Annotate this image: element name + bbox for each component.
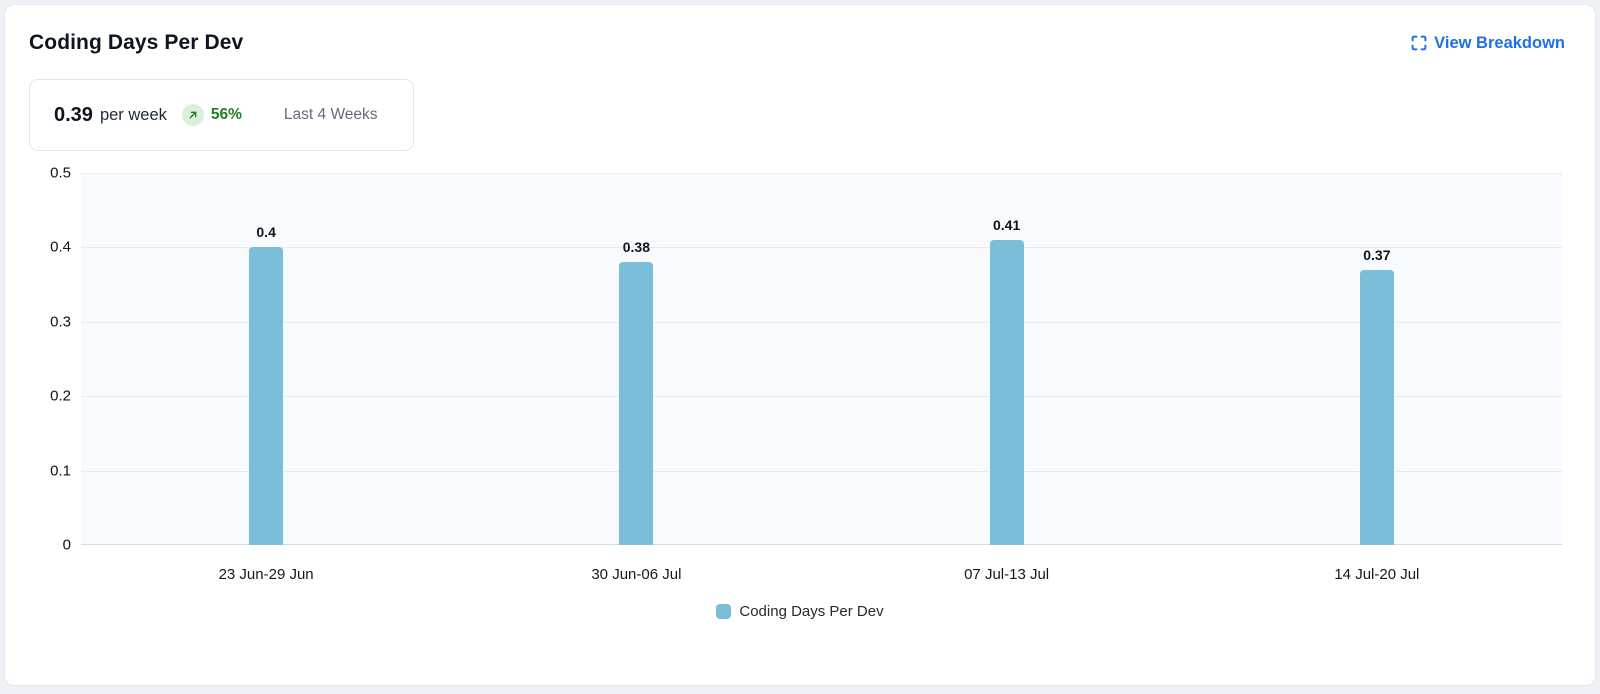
trend-percentage: 56% [210, 106, 242, 123]
legend-marker-icon [716, 604, 732, 619]
view-breakdown-link[interactable]: View Breakdown [1411, 34, 1565, 53]
bar-series: 0.4 0.38 0.41 0.37 [81, 173, 1562, 545]
y-tick-label: 0.4 [50, 238, 71, 256]
x-tick-label: 23 Jun-29 Jun [218, 566, 314, 583]
bar-column: 0.37 [1192, 173, 1562, 545]
plot-area: 0.4 0.38 0.41 0.37 [81, 173, 1562, 545]
expand-icon [1411, 35, 1427, 51]
trend-up-arrow-icon [181, 104, 204, 126]
y-tick-label: 0.1 [50, 462, 71, 480]
bar-chart: 0 0.1 0.2 0.3 0.4 0.5 0.4 0.38 0.41 0.37 23 Jun-… [5, 165, 1595, 620]
bar-value-label: 0.4 [256, 224, 276, 240]
gridline [81, 247, 1562, 249]
stat-period: Last 4 Weeks [283, 106, 378, 123]
widget-header: Coding Days Per Dev View Breakdown [5, 5, 1595, 55]
gridline [81, 396, 1562, 398]
bar-value-label: 0.41 [993, 217, 1021, 233]
y-tick-label: 0.2 [50, 387, 71, 405]
bar[interactable] [249, 247, 284, 545]
y-tick-label: 0 [62, 536, 71, 554]
bar-value-label: 0.38 [622, 239, 650, 255]
stat-value: 0.39 [54, 103, 93, 126]
bar[interactable] [989, 240, 1024, 545]
bar-column: 0.41 [822, 173, 1192, 545]
legend-label: Coding Days Per Dev [739, 603, 884, 620]
stat-unit: per week [99, 105, 167, 124]
coding-days-widget: Coding Days Per Dev View Breakdown 0.39 … [4, 4, 1596, 686]
x-tick-label: 14 Jul-20 Jul [1334, 566, 1420, 583]
bar-column: 0.4 [81, 173, 451, 545]
gridline [81, 321, 1562, 323]
view-breakdown-label: View Breakdown [1434, 33, 1565, 52]
gridline [81, 544, 1562, 545]
widget-title: Coding Days Per Dev [29, 31, 244, 54]
x-tick-label: 07 Jul-13 Jul [964, 566, 1050, 583]
x-tick-label: 30 Jun-06 Jul [591, 566, 682, 583]
bar[interactable] [619, 262, 654, 545]
y-tick-label: 0.3 [50, 313, 71, 331]
bar-column: 0.38 [451, 173, 821, 545]
gridline [81, 173, 1562, 174]
bar[interactable] [1359, 270, 1394, 545]
summary-stat-card: 0.39 per week 56% Last 4 Weeks [29, 79, 414, 151]
x-axis: 23 Jun-29 Jun 30 Jun-06 Jul 07 Jul-13 Jul 1… [81, 545, 1562, 583]
y-axis: 0 0.1 0.2 0.3 0.4 0.5 [5, 165, 81, 554]
gridline [81, 470, 1562, 472]
y-tick-label: 0.5 [50, 164, 71, 182]
bar-value-label: 0.37 [1363, 247, 1391, 263]
chart-legend[interactable]: Coding Days Per Dev [5, 603, 1595, 620]
trend-indicator: 56% [181, 104, 242, 126]
